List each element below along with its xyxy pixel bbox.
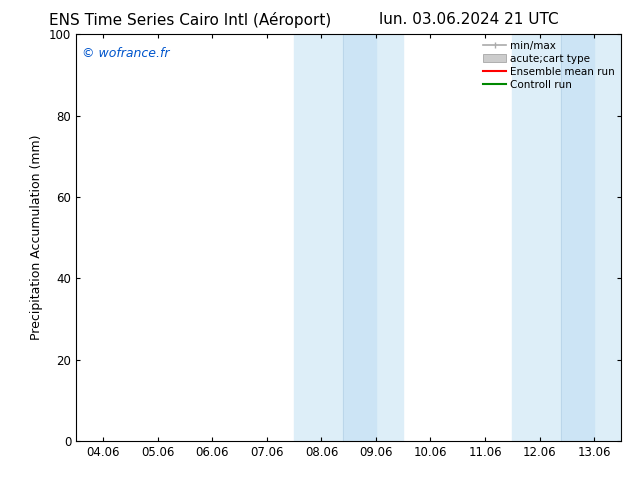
Bar xyxy=(512,34,621,441)
Bar xyxy=(294,34,403,441)
Bar xyxy=(343,34,376,441)
Y-axis label: Precipitation Accumulation (mm): Precipitation Accumulation (mm) xyxy=(30,135,43,341)
Text: © wofrance.fr: © wofrance.fr xyxy=(82,47,169,59)
Legend: min/max, acute;cart type, Ensemble mean run, Controll run: min/max, acute;cart type, Ensemble mean … xyxy=(479,36,619,94)
Bar xyxy=(561,34,594,441)
Text: lun. 03.06.2024 21 UTC: lun. 03.06.2024 21 UTC xyxy=(379,12,559,27)
Text: ENS Time Series Cairo Intl (Aéroport): ENS Time Series Cairo Intl (Aéroport) xyxy=(49,12,332,28)
